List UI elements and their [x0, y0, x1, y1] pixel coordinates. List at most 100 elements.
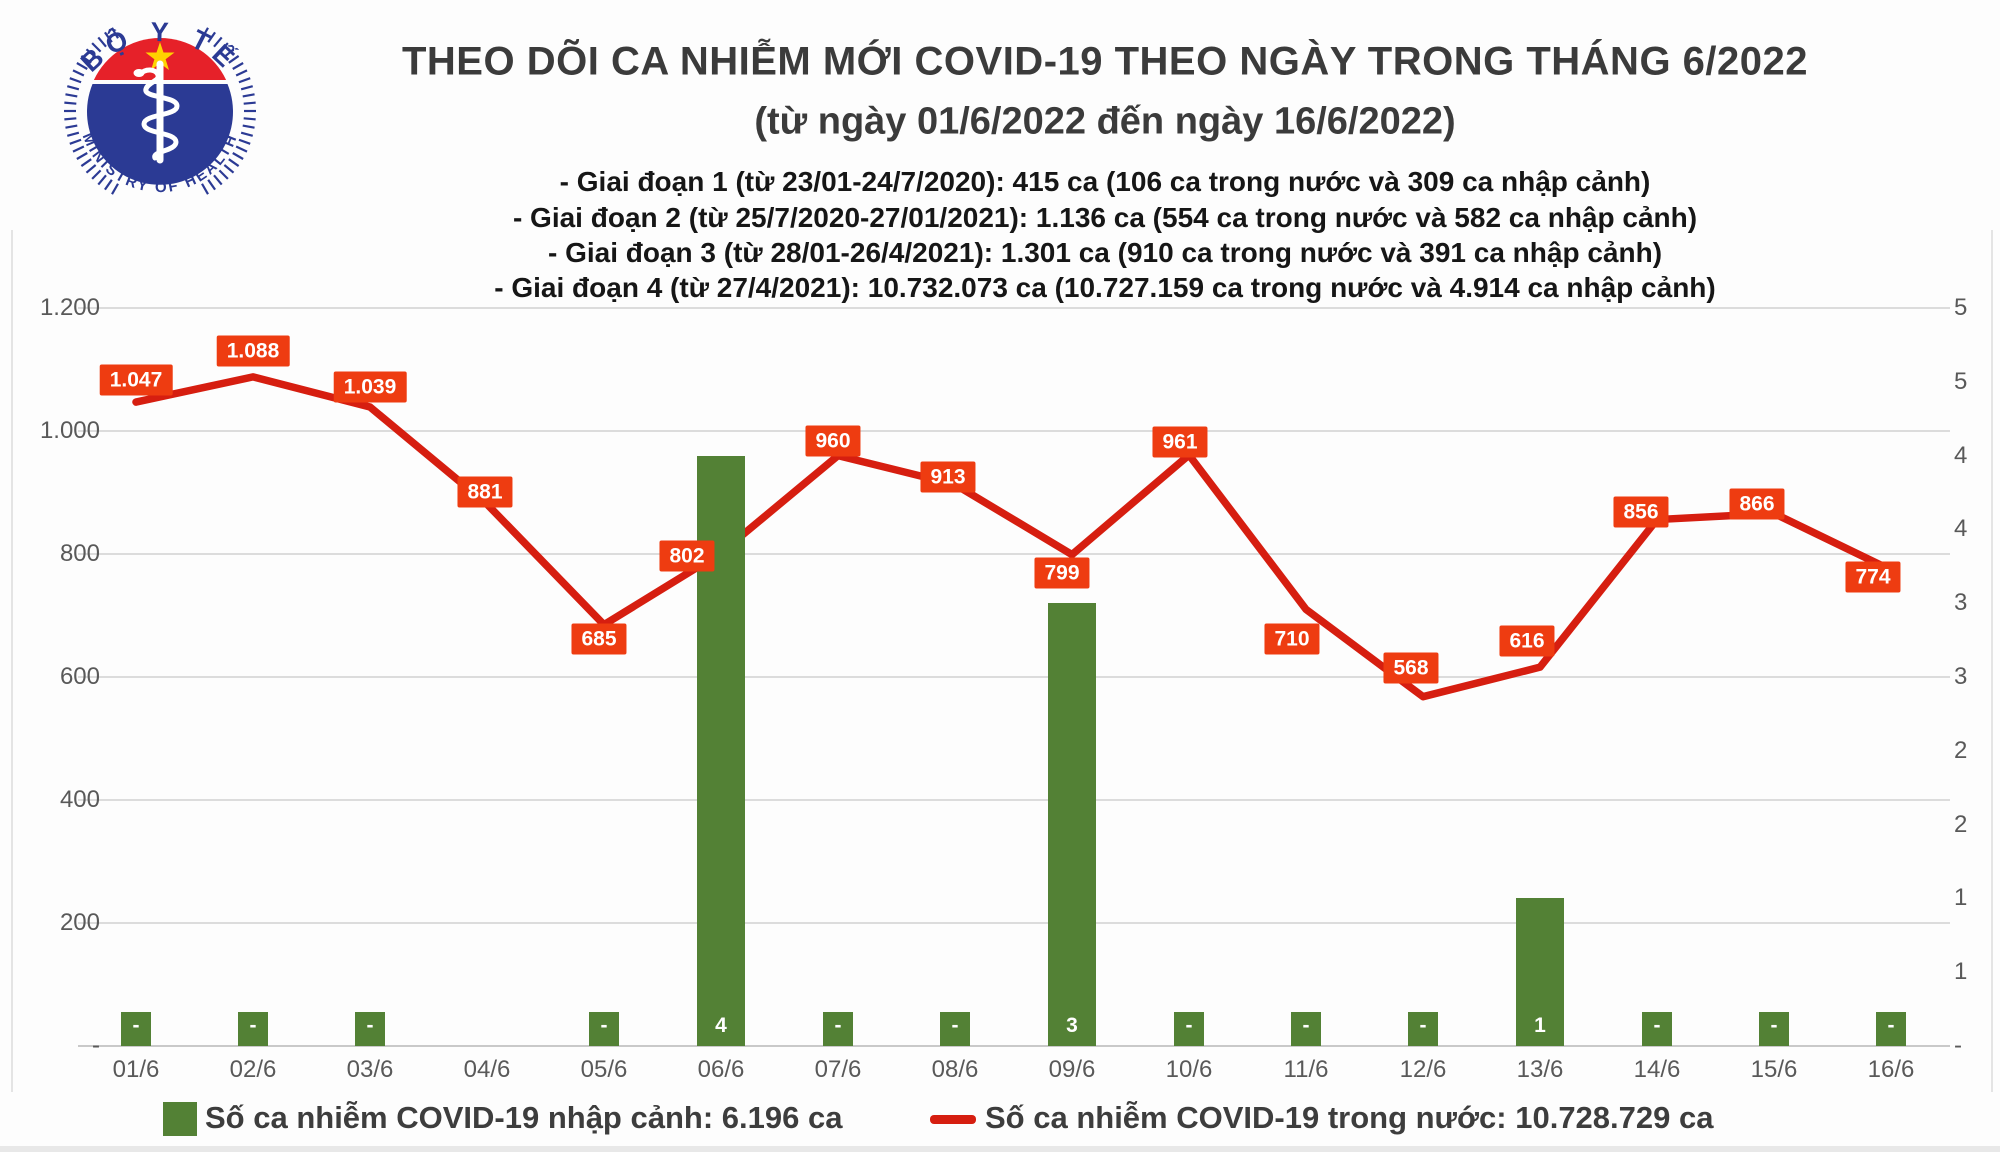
data-label: 856 [1613, 496, 1669, 528]
logo-tick [240, 85, 254, 91]
right-axis-tick: 2 [1954, 810, 1968, 838]
page-subtitle: (từ ngày 01/6/2022 đến ngày 16/6/2022) [754, 100, 1456, 143]
imported-cases-bar [238, 1012, 268, 1046]
date-label: 16/6 [1867, 1056, 1915, 1083]
logo-tick [72, 69, 85, 77]
imported-cases-bar [121, 1012, 151, 1046]
phase-3-note: - Giai đoạn 3 (từ 28/01-26/4/2021): 1.30… [547, 237, 1663, 268]
logo-tick [207, 31, 216, 43]
data-label: 616 [1499, 625, 1555, 657]
grid-line [78, 1045, 1950, 1047]
logo-tick [65, 93, 78, 98]
bottom-strip [0, 1146, 2000, 1152]
logo-tick [232, 62, 244, 70]
logo-tick [243, 117, 256, 121]
phase-1-note: - Giai đoạn 1 (từ 23/01-24/7/2020): 415 … [559, 166, 1651, 197]
bar-value-label: - [249, 1014, 257, 1037]
imported-cases-bar [1876, 1012, 1906, 1046]
logo-tick [76, 152, 88, 160]
logo-tick [235, 145, 248, 153]
date-label: 02/6 [229, 1056, 277, 1083]
data-label: 960 [805, 425, 861, 457]
right-axis-tick: - [1954, 1032, 1962, 1059]
data-label: 1.047 [99, 364, 173, 396]
bar-value-label: - [132, 1014, 140, 1037]
imported-cases-bar [589, 1012, 619, 1046]
bar-value-label: - [951, 1014, 959, 1037]
data-label: 685 [571, 623, 627, 655]
bar-value-label: 3 [1066, 1014, 1078, 1037]
phase-2-note: - Giai đoạn 2 (từ 25/7/2020-27/01/2021):… [512, 202, 1698, 233]
bar-value-label: - [1653, 1014, 1661, 1037]
data-label: 710 [1264, 623, 1320, 655]
bar-value-label: - [1185, 1014, 1193, 1037]
logo-tick [85, 164, 97, 174]
logo-tick [64, 117, 77, 121]
date-label: 15/6 [1750, 1056, 1798, 1083]
bar-value-label: 4 [715, 1014, 727, 1037]
right-axis-tick: 2 [1954, 736, 1968, 764]
logo-tick [72, 145, 85, 153]
data-label: 799 [1034, 557, 1090, 589]
staff-snake-icon [133, 60, 180, 164]
logo-tick [104, 179, 113, 191]
legend-bar-label: Số ca nhiễm COVID-19 nhập cảnh: 6.196 ca [205, 1100, 843, 1135]
logo-tick [85, 48, 97, 58]
left-axis-tick: 200 [59, 909, 100, 936]
data-label: 866 [1729, 488, 1785, 520]
left-axis-tick: 1.000 [39, 417, 100, 444]
logo-tick [66, 85, 80, 91]
left-axis-tick: 1.200 [39, 294, 100, 321]
left-axis-tick: 800 [59, 540, 100, 567]
right-axis-tick: 3 [1954, 589, 1968, 617]
date-label: 05/6 [580, 1056, 628, 1083]
logo-tick [228, 55, 240, 64]
grid-line [78, 307, 1950, 309]
logo-tick [218, 42, 229, 53]
logo-tick [91, 42, 102, 53]
left-axis-tick: 400 [59, 786, 100, 813]
date-label: 10/6 [1165, 1056, 1213, 1083]
logo-tick [213, 36, 223, 48]
imported-cases-bar [1642, 1012, 1672, 1046]
data-label: 1.088 [216, 335, 290, 367]
legend-line-swatch [930, 1115, 976, 1124]
logo-tick [111, 27, 119, 39]
logo-tick [97, 36, 107, 48]
imported-cases-bar [1048, 603, 1096, 1046]
date-label: 07/6 [814, 1056, 862, 1083]
logo-tick [111, 183, 119, 195]
grid-line [78, 799, 1950, 801]
data-label: 913 [920, 461, 976, 492]
logo-tick [238, 77, 251, 84]
bar-value-label: - [600, 1014, 608, 1037]
logo-tick [80, 55, 92, 64]
date-label: 04/6 [463, 1056, 511, 1083]
logo-tick [69, 138, 82, 145]
imported-cases-bar [1291, 1012, 1321, 1046]
bar-value-label: - [1770, 1014, 1778, 1037]
logo-tick [97, 174, 107, 186]
logo-tick [238, 138, 251, 145]
logo-tick [66, 131, 80, 137]
data-label: 1.039 [333, 371, 407, 403]
logo-tick [104, 31, 113, 43]
logo-tick [223, 164, 235, 174]
right-axis-tick: 1 [1954, 884, 1968, 912]
data-label: 961 [1152, 426, 1208, 458]
logo-tick [242, 93, 255, 98]
logo-tick [69, 77, 82, 84]
phase-4-note: - Giai đoạn 4 (từ 27/4/2021): 10.732.073… [494, 272, 1716, 303]
right-axis-tick: 5 [1954, 367, 1968, 395]
logo-tick [76, 62, 88, 70]
logo-tick [242, 124, 255, 129]
left-axis-tick: - [92, 1032, 100, 1059]
right-axis-tick: 4 [1954, 515, 1968, 543]
date-label: 09/6 [1048, 1056, 1096, 1083]
logo-ray-marks [64, 27, 256, 195]
grid-line [78, 430, 1950, 432]
right-axis-tick: 5 [1954, 294, 1968, 321]
grid-line [78, 553, 1950, 555]
right-axis-tick: 1 [1954, 958, 1968, 986]
